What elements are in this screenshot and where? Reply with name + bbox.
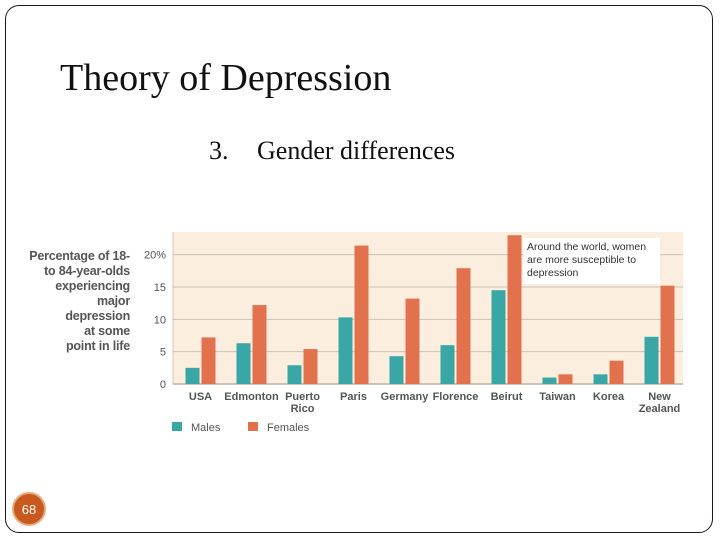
legend-swatch-males — [172, 422, 182, 431]
x-tick-label: Edmonton — [224, 391, 279, 403]
bar-females — [507, 235, 522, 384]
y-tick-label: 15 — [154, 282, 166, 294]
x-tick-label: USA — [189, 391, 212, 403]
subtitle-number: 3. — [209, 136, 229, 165]
chart-y-axis-label: Percentage of 18- to 84-year-olds experi… — [24, 249, 130, 354]
bar-males — [491, 290, 506, 384]
legend-label-males: Males — [191, 422, 221, 434]
bar-females — [252, 305, 267, 384]
bar-males — [389, 356, 404, 384]
bar-males — [185, 367, 200, 384]
x-tick-label: Florence — [433, 391, 479, 403]
y-axis-label-line: at some — [84, 324, 130, 338]
y-tick-label: 20% — [144, 250, 166, 262]
y-tick-label: 5 — [160, 347, 166, 359]
chart-annotation: Around the world, women are more suscept… — [523, 238, 660, 284]
bar-females — [354, 245, 369, 384]
bar-males — [644, 336, 659, 384]
x-tick-label: Beirut — [491, 391, 523, 403]
y-axis-label-line: experiencing — [55, 279, 130, 293]
bar-males — [593, 374, 608, 384]
y-tick-label: 0 — [160, 379, 166, 391]
y-axis-label-line: major — [96, 294, 130, 308]
y-tick-label: 10 — [154, 314, 166, 326]
x-tick-label: Puerto — [285, 391, 320, 403]
page-number-badge: 68 — [12, 492, 46, 526]
annotation-line: depression — [527, 267, 579, 279]
bar-females — [201, 337, 216, 384]
bar-males — [440, 345, 455, 384]
x-tick-label: Zealand — [639, 403, 681, 415]
x-tick-label: Germany — [381, 391, 430, 403]
x-tick-label: Rico — [291, 403, 315, 415]
slide-subtitle: 3. Gender differences — [209, 136, 455, 166]
y-axis-label-line: point in life — [65, 339, 130, 353]
subtitle-text: Gender differences — [257, 136, 456, 165]
bar-females — [609, 360, 624, 384]
bar-females — [405, 298, 420, 384]
slide-title: Theory of Depression — [60, 57, 392, 99]
x-tick-label: Korea — [593, 391, 625, 403]
bar-males — [542, 377, 557, 384]
legend-swatch-females — [248, 422, 258, 431]
x-tick-label: Taiwan — [539, 391, 576, 403]
bar-males — [338, 317, 353, 384]
bar-males — [287, 365, 302, 384]
legend-label-females: Females — [267, 422, 310, 434]
x-tick-label: New — [648, 391, 671, 403]
annotation-line: are more susceptible to — [527, 254, 637, 266]
bar-females — [558, 374, 573, 384]
y-axis-label-line: depression — [65, 309, 130, 323]
bar-females — [456, 268, 471, 384]
annotation-line: Around the world, women — [527, 241, 647, 253]
bar-females — [303, 349, 318, 384]
x-tick-label: Paris — [340, 391, 367, 403]
y-axis-label-line: Percentage of 18- — [29, 249, 130, 263]
bar-females — [660, 285, 675, 384]
bar-males — [236, 343, 251, 384]
y-axis-label-line: to 84-year-olds — [44, 264, 130, 278]
